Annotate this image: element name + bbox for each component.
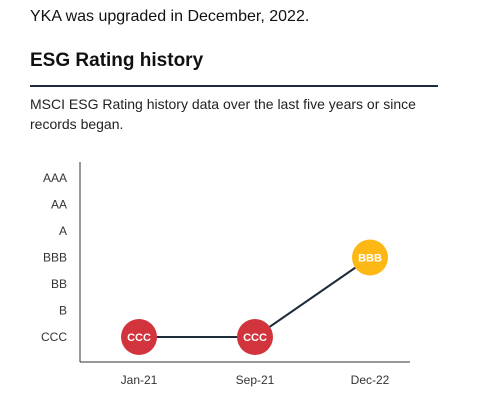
y-tick-label: B — [59, 304, 67, 318]
y-tick-label: CCC — [41, 330, 67, 344]
x-tick-label: Sep-21 — [236, 373, 275, 387]
title-divider — [30, 85, 438, 87]
upgrade-note: YKA was upgraded in December, 2022. — [30, 8, 310, 25]
section-description: MSCI ESG Rating history data over the la… — [30, 96, 416, 132]
y-tick-label: AA — [51, 198, 67, 212]
rating-point — [237, 319, 273, 355]
x-tick-label: Jan-21 — [121, 373, 158, 387]
y-tick-label: AAA — [43, 171, 67, 185]
section-title: ESG Rating history — [30, 50, 204, 71]
esg-rating-chart: CCC B BB BBB A AA AAA Jan-21 Sep-21 Dec-22 CCC CCC B… — [0, 150, 489, 418]
y-tick-label: BB — [51, 277, 67, 291]
y-tick-label: BBB — [43, 251, 67, 265]
rating-point-label: BBB — [358, 253, 382, 265]
x-tick-label: Dec-22 — [351, 373, 390, 387]
rating-point — [352, 239, 388, 276]
y-tick-label: A — [59, 224, 67, 238]
rating-point-label: CCC — [243, 332, 267, 344]
rating-point-label: CCC — [127, 332, 151, 344]
rating-point — [121, 319, 157, 355]
